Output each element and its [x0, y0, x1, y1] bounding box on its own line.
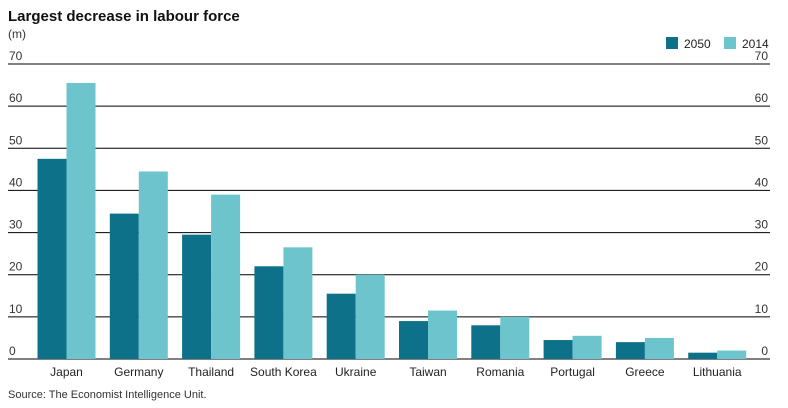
bar-thailand-2050 — [182, 234, 212, 359]
category-label-ukraine: Ukraine — [335, 365, 377, 379]
legend-swatch-2050 — [666, 37, 678, 49]
bar-south-korea-2014 — [283, 247, 313, 359]
category-label-taiwan: Taiwan — [409, 365, 446, 379]
bar-germany-2014 — [138, 171, 168, 359]
y-tick-right-50: 50 — [755, 133, 769, 147]
y-tick-left-70: 70 — [9, 49, 23, 63]
bar-romania-2050 — [471, 325, 501, 359]
source-note: Source: The Economist Intelligence Unit. — [8, 389, 207, 401]
y-tick-right-70: 70 — [755, 49, 769, 63]
legend-swatch-2014 — [724, 37, 736, 49]
category-labels: Japan Germany Thailand South Korea Ukraine Ta… — [50, 365, 742, 379]
y-tick-left-10: 10 — [9, 302, 23, 316]
bar-south-korea-2050 — [254, 266, 284, 359]
bar-taiwan-2050 — [399, 321, 428, 359]
y-tick-left-40: 40 — [9, 175, 23, 189]
bar-ukraine-2014 — [355, 274, 385, 359]
bar-japan-2014 — [66, 82, 96, 359]
bar-taiwan-2014 — [428, 310, 457, 359]
y-tick-left-20: 20 — [9, 260, 23, 274]
bar-thailand-2014 — [211, 194, 241, 359]
y-tick-left-60: 60 — [9, 91, 23, 105]
legend-label-2050: 2050 — [684, 37, 711, 51]
unit-label: (m) — [8, 27, 26, 41]
bar-japan-2050 — [37, 158, 67, 359]
bar-portugal-2014 — [572, 335, 602, 359]
bar-romania-2014 — [500, 316, 530, 359]
y-tick-left-30: 30 — [9, 218, 23, 232]
category-label-japan: Japan — [50, 365, 83, 379]
y-tick-left-0: 0 — [9, 344, 16, 358]
category-label-germany: Germany — [114, 365, 163, 379]
bars — [37, 82, 747, 359]
y-tick-right-60: 60 — [755, 91, 769, 105]
bar-greece-2050 — [615, 342, 645, 359]
y-tick-left-50: 50 — [9, 133, 23, 147]
category-label-lithuania: Lithuania — [693, 365, 742, 379]
bar-greece-2014 — [644, 337, 674, 359]
y-tick-right-10: 10 — [755, 302, 769, 316]
bar-portugal-2050 — [543, 340, 573, 359]
bar-ukraine-2050 — [326, 293, 356, 359]
category-label-romania: Romania — [476, 365, 524, 379]
bar-germany-2050 — [109, 213, 139, 359]
y-tick-right-0: 0 — [761, 344, 768, 358]
bar-lithuania-2014 — [717, 350, 747, 359]
chart-title: Largest decrease in labour force — [8, 8, 240, 25]
category-label-south-korea: South Korea — [250, 365, 317, 379]
y-tick-right-40: 40 — [755, 175, 769, 189]
category-label-thailand: Thailand — [188, 365, 234, 379]
y-tick-right-20: 20 — [755, 260, 769, 274]
gridlines: 0 0 10 10 20 20 30 30 40 40 50 50 60 60 70 70 — [8, 49, 770, 360]
bar-lithuania-2050 — [688, 352, 718, 359]
legend: 2050 2014 — [666, 37, 769, 51]
y-tick-right-30: 30 — [755, 218, 769, 232]
category-label-portugal: Portugal — [550, 365, 595, 379]
category-label-greece: Greece — [625, 365, 665, 379]
legend-label-2014: 2014 — [742, 37, 769, 51]
